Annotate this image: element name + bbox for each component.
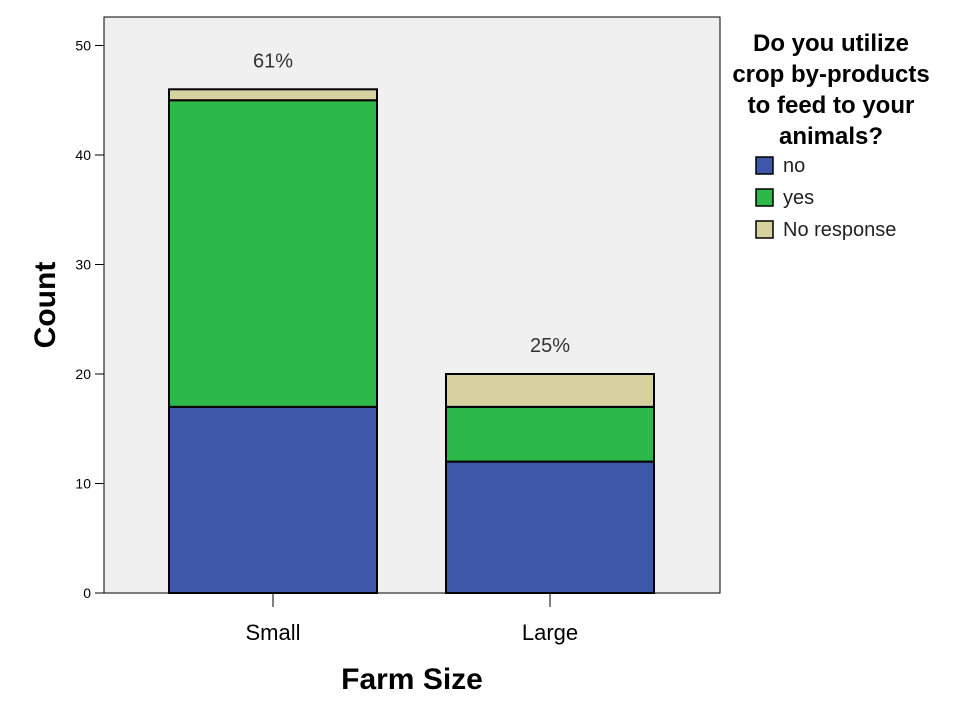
y-tick-label: 50 [75,38,91,54]
y-tick-label: 20 [75,366,91,382]
legend-swatch-yes [755,188,774,207]
x-ticks-group: Small Large [245,593,578,645]
bar-large-yes [445,405,655,463]
y-ticks-group: 0 10 20 30 40 50 [75,38,104,601]
legend-title-line: Do you utilize [753,30,909,57]
legend-title-line: to feed to your [748,92,915,119]
y-tick-label: 10 [75,476,91,492]
legend-title-line: crop by-products [732,61,929,88]
legend: Do you utilize crop by-products to feed to… [732,30,929,241]
y-tick-label: 0 [83,585,91,601]
bar-small-no-response [168,88,378,102]
y-axis-title: Count [29,262,62,349]
x-tick-label-large: Large [522,620,578,645]
annotations-group: 61% 25% [253,50,570,357]
bar-small-yes [168,99,378,408]
legend-label-yes: yes [783,187,814,209]
y-tick-label: 40 [75,147,91,163]
legend-label-no-response: No response [783,219,896,241]
bar-annotation-small: 61% [253,50,293,72]
legend-swatch-no-response [755,220,774,239]
legend-label-no: no [783,155,805,177]
bar-small-no [168,405,378,594]
bar-large-no-response [445,373,655,408]
y-tick-label: 30 [75,257,91,273]
x-tick-label-small: Small [245,620,300,645]
x-axis-title: Farm Size [341,663,483,696]
bar-annotation-large: 25% [530,335,570,357]
legend-swatch-no [755,156,774,175]
legend-title-line: animals? [779,123,883,150]
bar-large-no [445,460,655,594]
bars-group [168,88,655,594]
